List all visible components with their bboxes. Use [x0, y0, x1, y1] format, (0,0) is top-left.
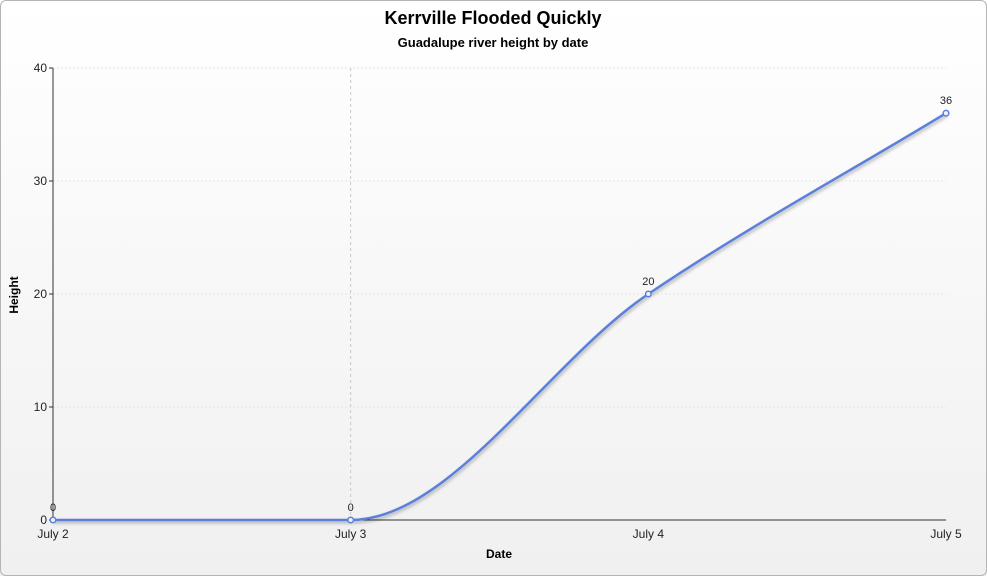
axes: 0 10 20 30 40 July 2 July 3 July 4 July 5: [34, 61, 962, 541]
x-tick-label: July 3: [335, 527, 367, 541]
data-label: 36: [940, 95, 952, 107]
y-tick-label: 0: [40, 513, 47, 527]
grid: [53, 67, 946, 520]
data-point: [942, 109, 950, 117]
x-tick-label: July 5: [930, 527, 962, 541]
chart-title: Kerrville Flooded Quickly: [384, 8, 601, 28]
data-label: 20: [642, 276, 654, 288]
chart-subtitle: Guadalupe river height by date: [398, 35, 589, 50]
y-tick-label: 10: [34, 400, 48, 414]
y-axis-title: Height: [7, 276, 21, 313]
data-point: [347, 516, 355, 524]
series-line: [53, 112, 947, 522]
y-tick-label: 40: [34, 61, 48, 75]
data-label: 0: [50, 502, 56, 514]
y-tick-label: 30: [34, 174, 48, 188]
data-label: 0: [348, 502, 354, 514]
x-tick-label: July 2: [37, 527, 69, 541]
data-point: [644, 290, 652, 298]
series-group: 0 0 20 36: [49, 95, 952, 524]
y-tick-label: 20: [34, 287, 48, 301]
x-tick-label: July 4: [633, 527, 665, 541]
data-point: [49, 516, 57, 524]
x-axis-title: Date: [486, 547, 512, 561]
